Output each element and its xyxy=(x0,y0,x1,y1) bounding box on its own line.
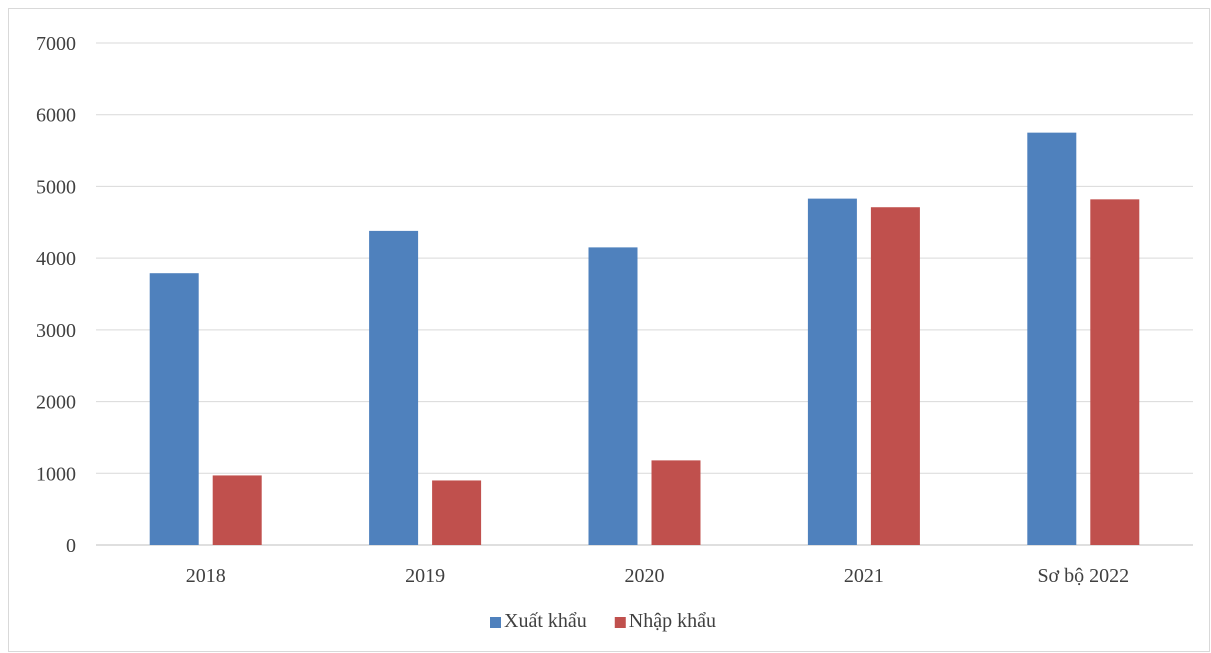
bar-xuat-khau-1 xyxy=(369,230,419,546)
legend-item-nhap-khau: Nhập khẩu xyxy=(614,610,716,632)
y-tick-label: 6000 xyxy=(36,105,76,127)
x-tick-label: 2021 xyxy=(844,565,884,587)
bar-xuat-khau-2 xyxy=(588,247,638,545)
gridlines xyxy=(96,42,1193,474)
legend-swatch xyxy=(490,617,501,628)
y-axis-ticks: 0 1000 2000 3000 4000 5000 6000 7000 xyxy=(36,33,76,557)
x-tick-label: 2018 xyxy=(186,565,226,587)
bar-nhap-khau-4 xyxy=(1090,199,1140,545)
legend: Xuất khẩu Nhập khẩu xyxy=(490,610,716,632)
y-tick-label: 1000 xyxy=(36,463,76,485)
bar-xuat-khau-4 xyxy=(1027,132,1077,545)
y-tick-label: 7000 xyxy=(36,33,76,55)
legend-item-xuat-khau: Xuất khẩu xyxy=(490,610,587,632)
y-tick-label: 3000 xyxy=(36,320,76,342)
x-tick-label: 2020 xyxy=(625,565,665,587)
bar-nhap-khau-0 xyxy=(212,475,262,545)
y-tick-label: 2000 xyxy=(36,392,76,414)
legend-label: Nhập khẩu xyxy=(629,610,716,632)
bar-xuat-khau-0 xyxy=(149,273,199,545)
bar-xuat-khau-3 xyxy=(807,198,857,545)
y-tick-label: 0 xyxy=(66,535,76,557)
x-axis-ticks: 2018 2019 2020 2021 Sơ bộ 2022 xyxy=(186,565,1129,587)
bar-nhap-khau-1 xyxy=(432,480,482,545)
legend-swatch xyxy=(614,617,626,628)
legend-label: Xuất khẩu xyxy=(504,610,587,632)
y-tick-label: 5000 xyxy=(36,176,76,198)
x-tick-label: 2019 xyxy=(405,565,445,587)
x-tick-label: Sơ bộ 2022 xyxy=(1037,565,1129,587)
bars xyxy=(149,132,1140,546)
y-tick-label: 4000 xyxy=(36,248,76,270)
bar-nhap-khau-3 xyxy=(870,207,920,545)
bar-nhap-khau-2 xyxy=(651,460,701,545)
